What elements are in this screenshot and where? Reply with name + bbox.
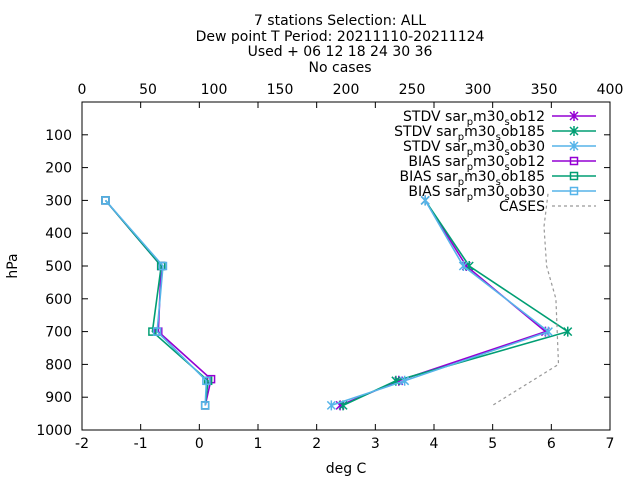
x-axis-label: deg C xyxy=(326,461,367,477)
legend-label: STDV sarpm30sob185 xyxy=(394,124,545,143)
legend-marker xyxy=(569,126,579,136)
x-tick-label: 7 xyxy=(606,436,615,452)
series-line xyxy=(342,199,570,407)
series-line xyxy=(104,199,212,406)
legend-marker xyxy=(569,186,579,196)
series-5 xyxy=(101,196,211,410)
data-point xyxy=(563,326,573,337)
y-tick-label: 400 xyxy=(45,226,72,242)
series-3 xyxy=(101,196,216,410)
x2-tick-label: 0 xyxy=(78,82,87,98)
y-tick-label: 700 xyxy=(45,325,72,341)
x-axis: -2 -1 0 1 2 3 4 5 6 7 xyxy=(75,102,614,452)
x2-tick-label: 250 xyxy=(399,82,426,98)
y-tick-label: 100 xyxy=(45,128,72,144)
legend-label: BIAS sarpm30sob185 xyxy=(400,169,546,188)
series-4 xyxy=(101,196,213,410)
data-point xyxy=(202,376,211,386)
y-tick-label: 600 xyxy=(45,292,72,308)
chart-title-line-1: 7 stations Selection: ALL xyxy=(254,13,426,29)
legend-marker xyxy=(569,156,579,166)
data-point xyxy=(458,261,468,271)
series-1 xyxy=(338,195,573,411)
x-tick-label: 3 xyxy=(371,436,380,452)
data-point xyxy=(420,195,430,206)
x2-axis: 0 50 100 150 200 250 300 350 400 xyxy=(78,82,624,98)
y-tick-label: 800 xyxy=(45,357,72,373)
data-point xyxy=(326,400,336,411)
data-point xyxy=(200,401,210,410)
series-2 xyxy=(326,195,553,411)
y-tick-label: 900 xyxy=(45,390,72,406)
x2-tick-label: 100 xyxy=(201,82,228,98)
x-tick-label: 2 xyxy=(312,436,321,452)
legend-marker xyxy=(569,111,579,121)
series-line xyxy=(492,193,560,406)
y-axis: 100 200 300 400 500 600 700 800 900 1000 xyxy=(36,128,610,439)
x2-tick-label: 400 xyxy=(597,82,624,98)
x-tick-label: 6 xyxy=(547,436,556,452)
data-point xyxy=(543,326,553,337)
y-tick-label: 200 xyxy=(45,161,72,177)
x2-tick-label: 300 xyxy=(465,82,492,98)
series-line xyxy=(104,199,208,406)
legend-label: BIAS sarpm30sob12 xyxy=(408,154,545,173)
legend-marker xyxy=(569,141,579,151)
x-tick-label: 1 xyxy=(254,436,263,452)
legend-label: STDV sarpm30sob30 xyxy=(403,139,545,158)
chart-title-line-3: Used + 06 12 18 24 30 36 xyxy=(248,44,433,60)
data-point xyxy=(101,196,110,205)
x-tick-label: -1 xyxy=(134,436,148,452)
x-tick-label: -2 xyxy=(75,436,89,452)
y-tick-label: 300 xyxy=(45,193,72,209)
chart-title-line-2: Dew point T Period: 20211110-20211124 xyxy=(196,29,485,45)
x2-tick-label: 50 xyxy=(139,82,157,98)
data-point xyxy=(148,327,157,336)
series-6 xyxy=(492,193,560,406)
legend-label: CASES xyxy=(499,199,545,215)
x-tick-label: 4 xyxy=(430,436,439,452)
x2-tick-label: 200 xyxy=(333,82,360,98)
y-tick-label: 1000 xyxy=(36,423,72,439)
y-tick-label: 500 xyxy=(45,259,72,275)
series-line xyxy=(104,199,209,406)
y-axis-label: hPa xyxy=(5,253,21,278)
legend-label: BIAS sarpm30sob30 xyxy=(408,184,545,203)
x2-tick-label: 150 xyxy=(267,82,294,98)
data-point xyxy=(152,327,162,336)
series-layer xyxy=(101,193,573,411)
data-point xyxy=(400,375,410,386)
chart-title-line-4: No cases xyxy=(309,60,372,76)
legend-label: STDV sarpm30sob12 xyxy=(403,109,545,128)
x-tick-label: 5 xyxy=(488,436,497,452)
x2-tick-label: 350 xyxy=(531,82,558,98)
x-tick-label: 0 xyxy=(195,436,204,452)
data-point xyxy=(158,261,168,271)
legend-marker xyxy=(569,171,579,181)
series-line xyxy=(331,199,551,407)
